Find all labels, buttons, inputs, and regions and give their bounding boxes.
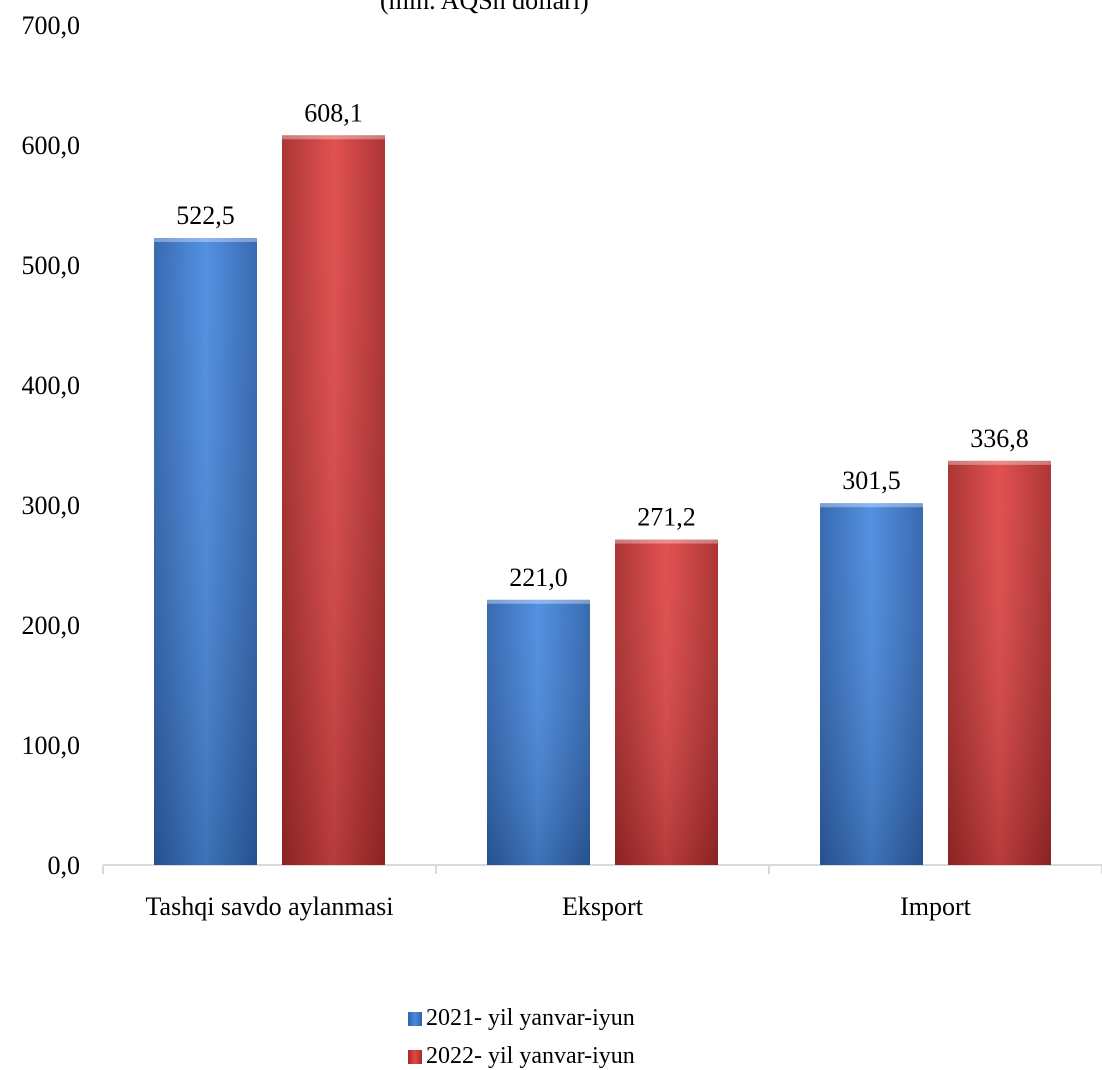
data-label: 336,8 xyxy=(970,424,1029,453)
legend-swatch-2022 xyxy=(408,1050,422,1064)
bar-bevel xyxy=(154,238,257,242)
y-tick-label: 500,0 xyxy=(22,251,81,280)
x-tick-label: Tashqi savdo aylanmasi xyxy=(145,892,393,921)
bar-shade xyxy=(154,238,257,865)
bars-layer xyxy=(154,135,1051,865)
data-label: 301,5 xyxy=(842,466,901,495)
bar-bevel xyxy=(487,600,590,604)
bar-shade xyxy=(948,461,1051,865)
legend-item-2021: 2021- yil yanvar-iyun xyxy=(408,1005,635,1032)
y-tick-label: 600,0 xyxy=(22,131,81,160)
y-tick-label: 0,0 xyxy=(48,851,81,880)
data-label: 221,0 xyxy=(509,563,568,592)
bar-bevel xyxy=(282,135,385,139)
bar-shade xyxy=(487,600,590,865)
data-label: 608,1 xyxy=(304,98,363,127)
data-label: 271,2 xyxy=(637,503,696,532)
y-tick-label: 200,0 xyxy=(22,611,81,640)
legend-label-2022: 2022- yil yanvar-iyun xyxy=(426,1043,635,1070)
legend-swatch-2021 xyxy=(408,1012,422,1026)
y-tick-label: 700,0 xyxy=(22,11,81,40)
legend-label-2021: 2021- yil yanvar-iyun xyxy=(426,1005,635,1032)
bar-shade xyxy=(820,503,923,865)
bar-shade xyxy=(282,135,385,865)
x-tick-label: Eksport xyxy=(562,892,644,921)
bar-bevel xyxy=(820,503,923,507)
y-tick-label: 300,0 xyxy=(22,491,81,520)
y-tick-label: 100,0 xyxy=(22,731,81,760)
bar-shade xyxy=(615,540,718,865)
legend-item-2022: 2022- yil yanvar-iyun xyxy=(408,1043,635,1070)
bar-bevel xyxy=(948,461,1051,465)
x-tick-label: Import xyxy=(900,892,972,921)
y-tick-label: 400,0 xyxy=(22,371,81,400)
data-label: 522,5 xyxy=(176,201,235,230)
bar-bevel xyxy=(615,540,718,544)
